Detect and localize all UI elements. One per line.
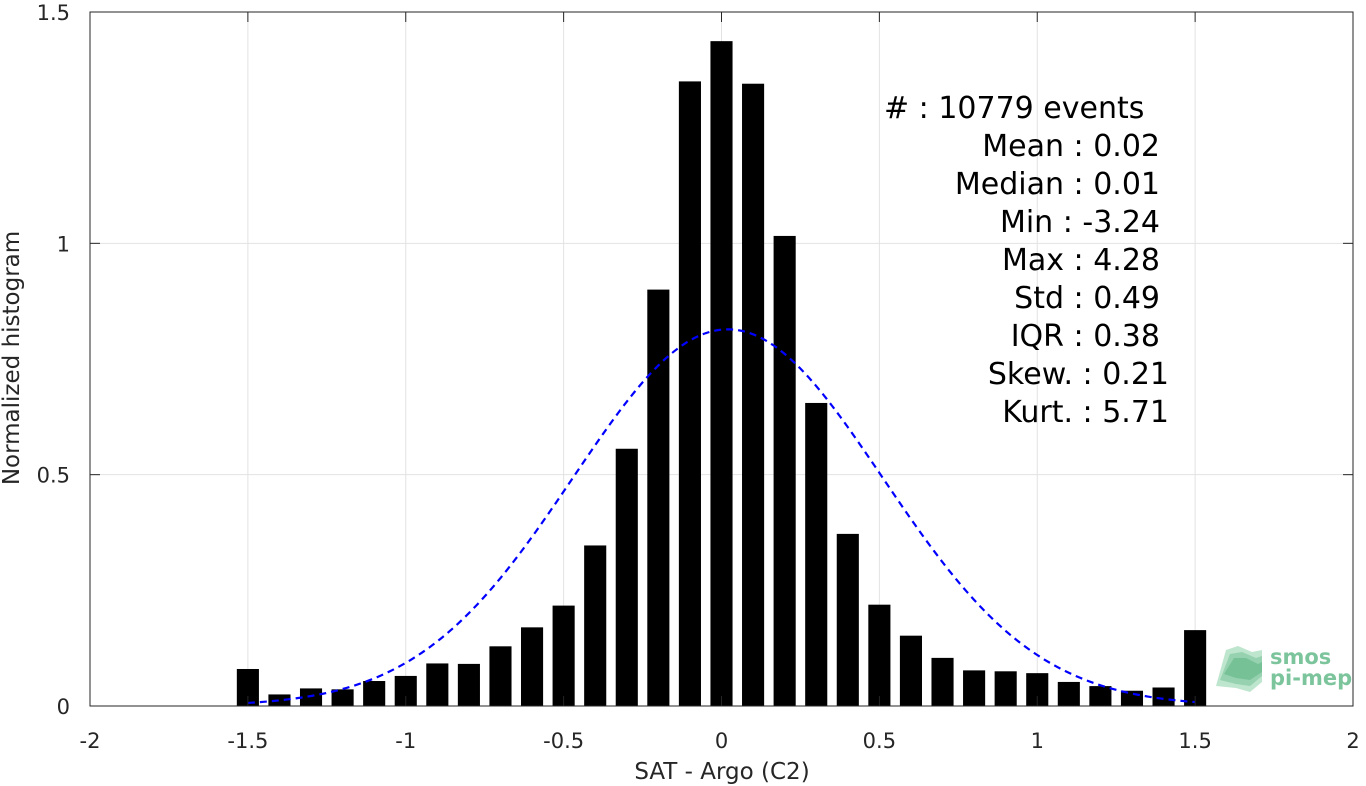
histogram-bars <box>236 41 1207 707</box>
histogram-bar <box>805 402 828 706</box>
histogram-bar <box>1057 681 1080 706</box>
histogram-bar <box>268 694 291 706</box>
x-tick-label: -0.5 <box>543 729 584 753</box>
stat-events: # : 10779 events <box>884 91 1144 126</box>
stat-kurt: Kurt. : 5.71 <box>1002 395 1169 430</box>
x-tick-label: 2 <box>1346 729 1359 753</box>
logo-text-pimep: pi-mep <box>1270 666 1352 690</box>
statistics-annotation: # : 10779 events Mean : 0.02 Median : 0.… <box>884 91 1169 430</box>
y-tick-label: 1.5 <box>37 1 70 25</box>
x-tick-label: -1 <box>395 729 416 753</box>
histogram-bar <box>363 681 386 706</box>
x-tick-label: 1.5 <box>1178 729 1211 753</box>
histogram-bar <box>520 627 544 706</box>
x-tick-label: 0 <box>715 729 728 753</box>
histogram-bar <box>899 635 923 706</box>
axes-frame <box>89 11 1354 707</box>
histogram-bar <box>1089 686 1112 706</box>
stat-mean: Mean : 0.02 <box>982 129 1160 164</box>
stat-iqr: IQR : 0.38 <box>1011 319 1160 354</box>
histogram-bar <box>963 670 986 706</box>
histogram-bar <box>1120 690 1144 706</box>
histogram-bar <box>931 657 954 706</box>
logo-wave-icon <box>1216 646 1262 692</box>
histogram-bar <box>710 41 733 706</box>
y-tick-label: 1 <box>57 232 70 256</box>
histogram-bar <box>836 533 859 706</box>
histogram-bar <box>299 688 323 706</box>
histogram-bar <box>647 289 670 706</box>
histogram-bar <box>457 663 480 706</box>
y-tick-labels: 0 0.5 1 1.5 <box>37 1 70 719</box>
x-tick-label: -1.5 <box>227 729 268 753</box>
histogram-bar <box>615 448 638 706</box>
y-axis-label: Normalized histogram <box>0 231 25 485</box>
histogram-bar <box>552 605 575 706</box>
x-tick-label: 1 <box>1031 729 1044 753</box>
smos-pimep-logo: smos pi-mep <box>1216 645 1352 692</box>
histogram-bar <box>236 668 259 706</box>
x-tick-labels: -2 -1.5 -1 -0.5 0 0.5 1 1.5 2 <box>80 729 1360 753</box>
stat-skew: Skew. : 0.21 <box>988 357 1169 392</box>
stat-min: Min : -3.24 <box>1000 205 1160 240</box>
histogram-bar <box>1026 673 1049 706</box>
stat-median: Median : 0.01 <box>955 167 1160 202</box>
histogram-bar <box>489 646 512 706</box>
logo-text-smos: smos <box>1270 645 1331 669</box>
histogram-bar <box>426 663 449 706</box>
stat-std: Std : 0.49 <box>1014 281 1160 316</box>
x-axis-label: SAT - Argo (C2) <box>634 759 809 785</box>
stat-max: Max : 4.28 <box>1002 243 1160 278</box>
histogram-bar <box>331 689 354 706</box>
histogram-bar <box>1184 630 1207 706</box>
histogram-bar <box>678 81 701 706</box>
histogram-bar <box>868 604 891 706</box>
histogram-bar <box>742 83 765 707</box>
histogram-bar <box>394 675 417 706</box>
y-tick-label: 0 <box>57 695 70 719</box>
histogram-bar <box>584 545 607 706</box>
histogram-bar <box>994 671 1017 706</box>
histogram-bar <box>773 235 796 706</box>
histogram-bar <box>1152 687 1175 706</box>
y-tick-label: 0.5 <box>37 464 70 488</box>
x-tick-label: -2 <box>80 729 101 753</box>
x-tick-label: 0.5 <box>863 729 896 753</box>
gaussian-fit-curve <box>247 328 1196 705</box>
